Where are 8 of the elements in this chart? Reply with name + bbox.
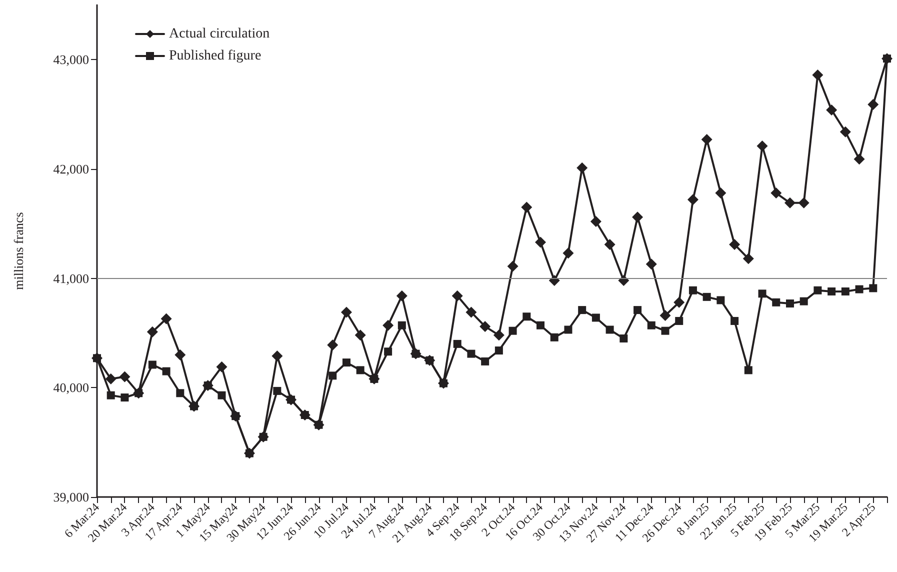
legend-label: Actual circulation — [169, 26, 270, 42]
y-tick-label: 42,000 — [53, 162, 89, 176]
y-tick-label: 39,000 — [53, 490, 89, 504]
legend-label: Published figure — [169, 48, 262, 64]
y-tick-label: 40,000 — [53, 380, 89, 396]
y-tick-label: 43,000 — [53, 52, 89, 68]
y-tick-label: 41,000 — [53, 270, 89, 286]
y-axis-title: millions francs — [11, 212, 26, 290]
